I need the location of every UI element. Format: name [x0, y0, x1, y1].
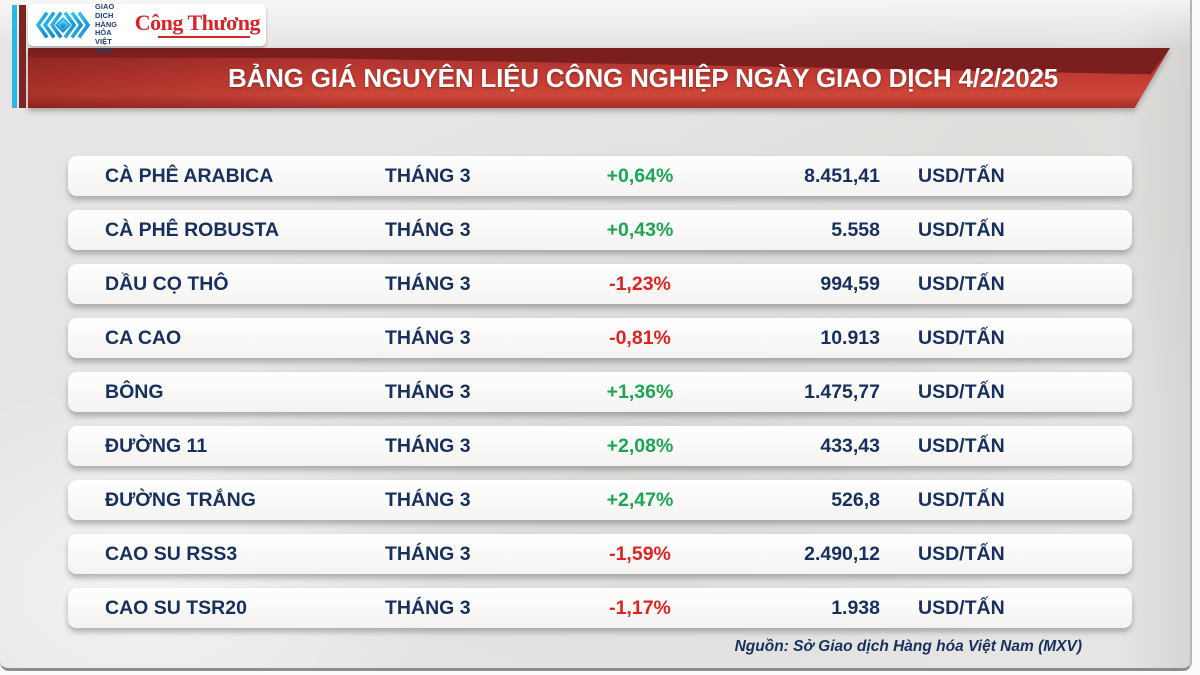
percent-change: -1,59%	[609, 542, 671, 565]
percent-change: +0,43%	[606, 218, 674, 241]
commodity-name: CÀ PHÊ ROBUSTA	[105, 218, 280, 241]
price-table: CÀ PHÊ ARABICA THÁNG 3 +0,64% 8.451,41 U…	[68, 156, 1132, 642]
price-unit: USD/TẤN	[918, 326, 1005, 349]
price-value: 526,8	[831, 488, 880, 511]
price-value: 8.451,41	[804, 164, 880, 187]
price-value: 994,59	[820, 272, 880, 295]
price-unit: USD/TẤN	[918, 272, 1005, 295]
commodity-name: CÀ PHÊ ARABICA	[105, 164, 274, 187]
price-value: 2.490,12	[804, 542, 880, 565]
price-unit: USD/TẤN	[918, 164, 1005, 187]
contract-month: THÁNG 3	[385, 380, 471, 403]
congthuong-logo-text: Công Thương	[134, 10, 261, 35]
commodity-name: ĐƯỜNG 11	[105, 434, 208, 457]
percent-change: +2,47%	[606, 488, 674, 511]
table-row: DẦU CỌ THÔ THÁNG 3 -1,23% 994,59 USD/TẤN	[68, 264, 1132, 304]
table-row: CAO SU TSR20 THÁNG 3 -1,17% 1.938 USD/TẤ…	[68, 588, 1132, 628]
price-unit: USD/TẤN	[918, 488, 1005, 511]
percent-change: -0,81%	[609, 326, 671, 349]
table-row: CÀ PHÊ ROBUSTA THÁNG 3 +0,43% 5.558 USD/…	[68, 210, 1132, 250]
accent-stripe-maroon	[19, 5, 26, 108]
contract-month: THÁNG 3	[385, 488, 471, 511]
title-banner: BẢNG GIÁ NGUYÊN LIỆU CÔNG NGHIỆP NGÀY GI…	[28, 48, 1170, 108]
contract-month: THÁNG 3	[385, 542, 471, 565]
percent-change: +0,64%	[606, 164, 674, 187]
price-value: 5.558	[831, 218, 880, 241]
contract-month: THÁNG 3	[385, 272, 471, 295]
commodity-name: ĐƯỜNG TRẮNG	[105, 488, 256, 511]
price-value: 1.938	[831, 596, 880, 619]
percent-change: +2,08%	[606, 434, 674, 457]
price-unit: USD/TẤN	[918, 380, 1005, 403]
price-unit: USD/TẤN	[918, 434, 1005, 457]
contract-month: THÁNG 3	[385, 326, 471, 349]
price-unit: USD/TẤN	[918, 542, 1005, 565]
mxv-logo-icon	[34, 8, 92, 42]
price-unit: USD/TẤN	[918, 596, 1005, 619]
table-row: CA CAO THÁNG 3 -0,81% 10.913 USD/TẤN	[68, 318, 1132, 358]
percent-change: -1,17%	[609, 596, 671, 619]
logo-plate: SỞ GIAO DỊCH HÀNG HÓA VIỆT NAM Công Thươ…	[28, 0, 266, 55]
table-row: ĐƯỜNG TRẮNG THÁNG 3 +2,47% 526,8 USD/TẤN	[68, 480, 1132, 520]
title-banner-background	[28, 48, 1170, 108]
table-row: CAO SU RSS3 THÁNG 3 -1,59% 2.490,12 USD/…	[68, 534, 1132, 574]
table-row: BÔNG THÁNG 3 +1,36% 1.475,77 USD/TẤN	[68, 372, 1132, 412]
contract-month: THÁNG 3	[385, 218, 471, 241]
commodity-name: DẦU CỌ THÔ	[105, 272, 229, 295]
page-title: BẢNG GIÁ NGUYÊN LIỆU CÔNG NGHIỆP NGÀY GI…	[227, 62, 1059, 93]
table-row: CÀ PHÊ ARABICA THÁNG 3 +0,64% 8.451,41 U…	[68, 156, 1132, 196]
commodity-name: CAO SU RSS3	[105, 542, 238, 565]
percent-change: +1,36%	[606, 380, 674, 403]
congthuong-logo: Công Thương	[134, 10, 261, 38]
percent-change: -1,23%	[609, 272, 671, 295]
table-row: ĐƯỜNG 11 THÁNG 3 +2,08% 433,43 USD/TẤN	[68, 426, 1132, 466]
commodity-name: CA CAO	[105, 326, 182, 349]
accent-stripe-cyan	[12, 5, 17, 108]
price-value: 1.475,77	[804, 380, 880, 403]
congthuong-tagline-bar	[158, 36, 251, 38]
commodity-name: BÔNG	[105, 380, 164, 403]
commodity-name: CAO SU TSR20	[105, 596, 247, 619]
contract-month: THÁNG 3	[385, 596, 471, 619]
price-unit: USD/TẤN	[918, 218, 1005, 241]
price-value: 10.913	[820, 326, 880, 349]
contract-month: THÁNG 3	[385, 164, 471, 187]
price-value: 433,43	[820, 434, 880, 457]
mxv-logo-text: SỞ GIAO DỊCH HÀNG HÓA VIỆT NAM	[95, 0, 118, 56]
source-note: Nguồn: Sở Giao dịch Hàng hóa Việt Nam (M…	[734, 638, 1082, 655]
contract-month: THÁNG 3	[385, 434, 471, 457]
